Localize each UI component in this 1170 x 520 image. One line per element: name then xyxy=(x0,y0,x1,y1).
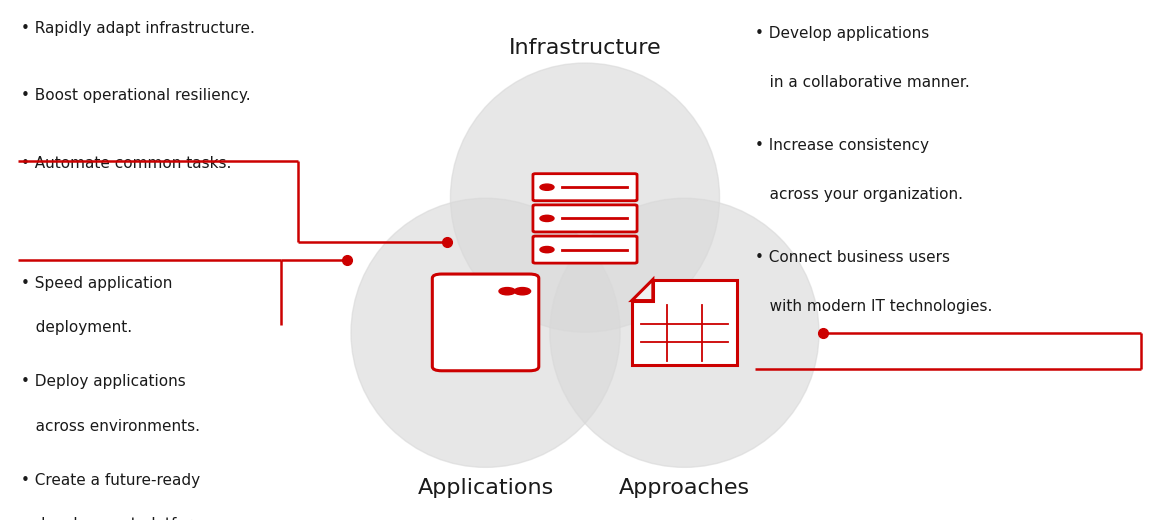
Text: • Increase consistency: • Increase consistency xyxy=(755,138,929,153)
Text: • Connect business users: • Connect business users xyxy=(755,250,950,265)
FancyBboxPatch shape xyxy=(433,274,538,371)
Text: across environments.: across environments. xyxy=(21,419,200,434)
FancyBboxPatch shape xyxy=(534,236,636,263)
Circle shape xyxy=(498,288,515,295)
Text: development platform.: development platform. xyxy=(21,517,212,520)
Text: • Develop applications: • Develop applications xyxy=(755,26,929,41)
Text: • Deploy applications: • Deploy applications xyxy=(21,374,186,389)
Text: in a collaborative manner.: in a collaborative manner. xyxy=(755,75,970,90)
Ellipse shape xyxy=(450,63,720,332)
Text: deployment.: deployment. xyxy=(21,320,132,335)
Polygon shape xyxy=(632,280,653,301)
Circle shape xyxy=(541,184,555,190)
Text: • Boost operational resiliency.: • Boost operational resiliency. xyxy=(21,88,250,103)
Text: Infrastructure: Infrastructure xyxy=(509,38,661,58)
Circle shape xyxy=(541,215,555,222)
Text: • Speed application: • Speed application xyxy=(21,276,172,291)
Circle shape xyxy=(514,288,531,295)
Text: with modern IT technologies.: with modern IT technologies. xyxy=(755,299,992,314)
Ellipse shape xyxy=(550,198,819,467)
Text: • Rapidly adapt infrastructure.: • Rapidly adapt infrastructure. xyxy=(21,21,255,36)
Ellipse shape xyxy=(351,198,620,467)
FancyBboxPatch shape xyxy=(534,174,636,201)
FancyBboxPatch shape xyxy=(534,205,636,232)
Text: across your organization.: across your organization. xyxy=(755,187,963,202)
Polygon shape xyxy=(632,280,737,365)
Text: Approaches: Approaches xyxy=(619,478,750,498)
Text: • Automate common tasks.: • Automate common tasks. xyxy=(21,156,232,171)
Circle shape xyxy=(541,246,555,253)
Text: Applications: Applications xyxy=(418,478,553,498)
Text: • Create a future-ready: • Create a future-ready xyxy=(21,473,200,488)
